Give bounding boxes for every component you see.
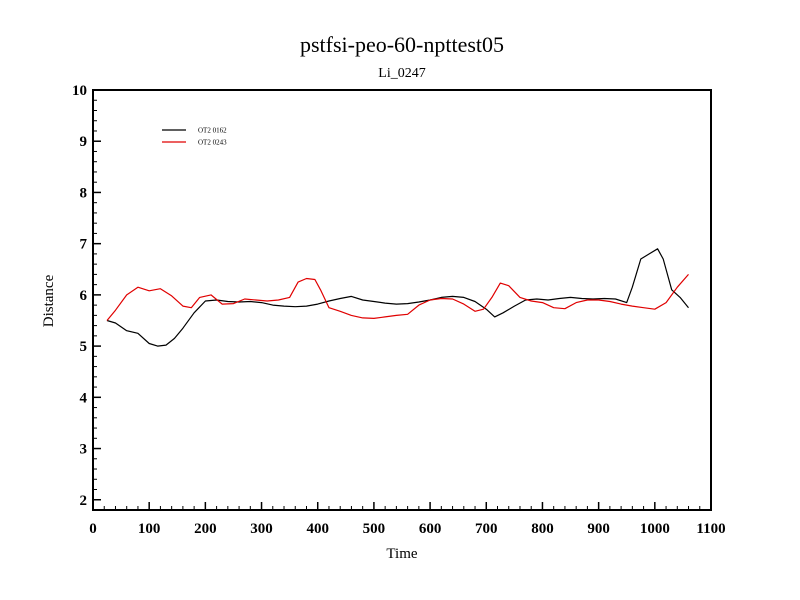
x-tick-label: 800 bbox=[531, 521, 554, 537]
y-tick-label: 9 bbox=[80, 134, 88, 150]
y-tick-label: 3 bbox=[80, 442, 88, 458]
y-tick-label: 5 bbox=[80, 339, 88, 355]
x-tick-label: 1100 bbox=[696, 521, 725, 537]
x-tick-label: 600 bbox=[419, 521, 442, 537]
x-tick-label: 900 bbox=[587, 521, 610, 537]
y-tick-label: 2 bbox=[80, 493, 88, 509]
series-line-2 bbox=[106, 274, 689, 321]
x-tick-label: 100 bbox=[138, 521, 161, 537]
chart-title: pstfsi-peo-60-npttest05 bbox=[300, 32, 504, 57]
plot-frame bbox=[92, 89, 712, 511]
legend-label-2: OT2 0243 bbox=[198, 139, 227, 147]
x-tick-label: 300 bbox=[250, 521, 273, 537]
y-tick-label: 7 bbox=[80, 237, 88, 253]
y-tick-label: 8 bbox=[80, 185, 88, 201]
y-tick-label: 6 bbox=[80, 288, 88, 304]
plot-area: 0 100 200 300 400 500 600 700 800 900 1000 1100 2 3 4 5… bbox=[72, 83, 726, 537]
x-tick-label: 500 bbox=[363, 521, 386, 537]
x-tick-label: 1000 bbox=[640, 521, 670, 537]
chart-subtitle: Li_0247 bbox=[378, 66, 425, 81]
y-tick-label: 4 bbox=[80, 390, 88, 406]
x-tick-label: 0 bbox=[89, 521, 97, 537]
series-line-1 bbox=[106, 248, 689, 347]
x-tick-label: 400 bbox=[306, 521, 329, 537]
legend-label-1: OT2 0162 bbox=[198, 127, 227, 135]
x-axis-label: Time bbox=[386, 546, 417, 562]
x-tick-label: 200 bbox=[194, 521, 217, 537]
x-tick-label: 700 bbox=[475, 521, 498, 537]
y-axis-label: Distance bbox=[41, 274, 57, 327]
y-tick-label: 10 bbox=[72, 83, 87, 99]
